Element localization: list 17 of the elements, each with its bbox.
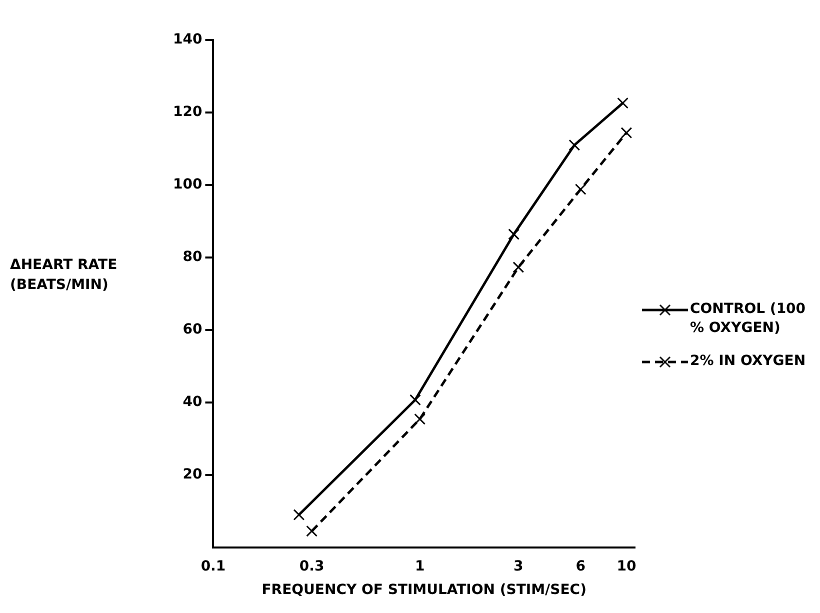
x-tick-label: 0.3: [299, 558, 324, 574]
y-tick-label: 60: [182, 322, 202, 338]
y-tick-label: 120: [172, 104, 202, 120]
x-tick-label: 0.1: [200, 558, 226, 574]
x-axis-title: FREQUENCY OF STIMULATION (STIM/SEC): [262, 582, 586, 598]
legend-label: CONTROL (100 % OXYGEN): [690, 300, 807, 338]
legend-label: 2% IN OXYGEN: [690, 352, 807, 371]
x-tick-label: 3: [514, 558, 524, 574]
y-axis-title: ΔHEART RATE (BEATS/MIN): [10, 256, 118, 295]
y-tick-label: 140: [172, 32, 202, 48]
y-tick-label: 100: [172, 176, 202, 193]
y-tick-label: 80: [182, 249, 202, 266]
y-tick-label: 40: [182, 394, 202, 410]
x-tick-label: 6: [576, 558, 586, 574]
y-tick-label: 20: [182, 466, 202, 483]
x-tick-label: 10: [616, 558, 636, 574]
x-tick-label: 1: [414, 558, 425, 574]
